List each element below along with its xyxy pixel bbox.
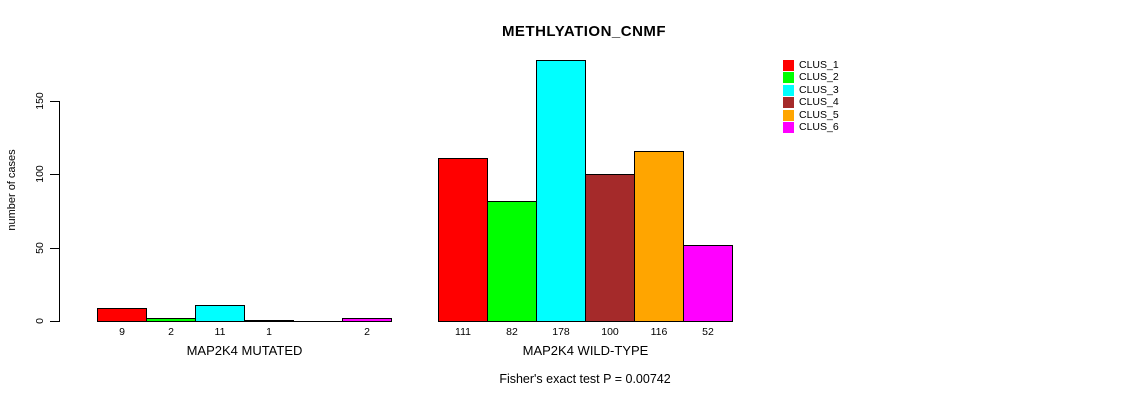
bar-clus_1-map2k4-wild-type: [438, 158, 488, 322]
group-label-map2k4-wild-type: MAP2K4 WILD-TYPE: [522, 343, 649, 358]
legend-label: CLUS_2: [799, 71, 839, 84]
y-tick-label: 150: [34, 92, 46, 110]
fisher-test-annotation: Fisher's exact test P = 0.00742: [499, 372, 671, 386]
bar-value-label: 111: [455, 326, 471, 338]
legend-swatch-icon: [783, 60, 794, 71]
legend-label: CLUS_4: [799, 96, 839, 109]
chart-title: METHLYATION_CNMF: [501, 23, 667, 40]
y-tick: [50, 248, 59, 249]
bar-clus_6-map2k4-wild-type: [683, 245, 733, 322]
bar-clus_2-map2k4-mutated: [146, 318, 196, 322]
bar-value-label: 2: [364, 326, 370, 338]
bar-clus_4-map2k4-mutated: [244, 320, 294, 322]
y-axis-label: number of cases: [6, 149, 18, 231]
y-tick: [50, 321, 59, 322]
bar-value-label: 9: [119, 326, 125, 338]
bar-value-label: 178: [552, 326, 570, 338]
group-label-map2k4-mutated: MAP2K4 MUTATED: [186, 343, 303, 358]
bar-value-label: 1: [266, 326, 272, 338]
legend-swatch-icon: [783, 84, 794, 96]
bar-clus_6-map2k4-mutated: [342, 318, 392, 322]
bar-value-label: 52: [702, 326, 714, 338]
bar-clus_4-map2k4-wild-type: [585, 174, 635, 322]
legend-swatch-icon: [783, 72, 794, 84]
bar-clus_1-map2k4-mutated: [97, 308, 147, 322]
bar-value-label: 11: [214, 326, 226, 338]
y-tick: [50, 101, 59, 102]
legend-swatch-icon: [783, 97, 794, 109]
y-tick-label: 100: [34, 165, 46, 183]
bar-value-label: 100: [601, 326, 619, 338]
bar-clus_2-map2k4-wild-type: [487, 201, 537, 322]
bar-clus_3-map2k4-mutated: [195, 305, 245, 322]
y-tick-label: 0: [34, 318, 46, 324]
legend-swatch-icon: [783, 109, 794, 121]
bar-clus_5-map2k4-wild-type: [634, 151, 684, 322]
y-tick-label: 50: [34, 242, 46, 254]
bar-clus_5-map2k4-mutated: [293, 321, 343, 322]
bar-value-label: 82: [506, 326, 518, 338]
y-axis: [59, 101, 60, 322]
bar-value-label: 116: [650, 326, 668, 338]
legend-label: CLUS_3: [799, 83, 839, 96]
bar-clus_3-map2k4-wild-type: [536, 60, 586, 322]
legend-label: CLUS_1: [799, 59, 839, 71]
legend-label: CLUS_5: [799, 108, 839, 121]
y-tick: [50, 174, 59, 175]
legend-label: CLUS_6: [799, 121, 839, 133]
legend-swatch-icon: [783, 122, 794, 133]
bar-value-label: 2: [168, 326, 174, 338]
